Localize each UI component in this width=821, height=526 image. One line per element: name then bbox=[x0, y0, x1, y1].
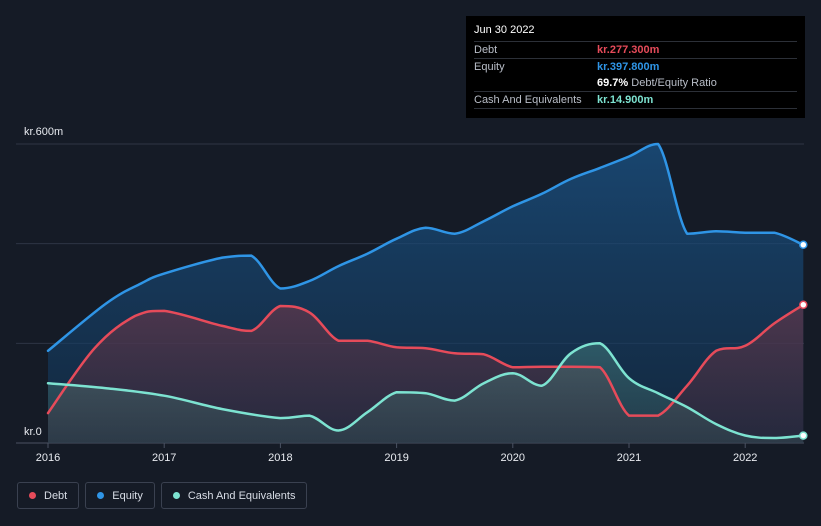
tooltip-ratio-value: 69.7% bbox=[597, 77, 629, 89]
tooltip-equity-value: kr.397.800m bbox=[597, 61, 660, 73]
tooltip-equity-label: Equity bbox=[474, 61, 505, 73]
legend-debt-label: Debt bbox=[44, 489, 68, 502]
legend-item-equity[interactable]: Equity bbox=[85, 482, 155, 509]
debt-dot-icon bbox=[29, 492, 36, 499]
equity-line bbox=[46, 142, 805, 353]
x-axis-ticks: 2016 2017 2018 2019 2020 2021 2022 bbox=[36, 443, 757, 464]
series-lines bbox=[46, 142, 805, 440]
tooltip-cash-label: Cash And Equivalents bbox=[474, 94, 582, 106]
tooltip-row-cash: Cash And Equivalents kr.14.900m bbox=[474, 91, 797, 109]
tooltip-row-ratio: 69.7% Debt/Equity Ratio bbox=[474, 75, 797, 91]
legend-equity-label: Equity bbox=[112, 489, 143, 502]
tooltip-row-equity: Equity kr.397.800m bbox=[474, 58, 797, 75]
tooltip-debt-label: Debt bbox=[474, 44, 498, 56]
tooltip-row-debt: Debt kr.277.300m bbox=[474, 41, 797, 58]
x-tick-label: 2016 bbox=[36, 452, 60, 464]
y-axis-label-max: kr.600m bbox=[24, 126, 63, 138]
cash-dot-icon bbox=[172, 492, 180, 499]
legend-item-cash[interactable]: Cash And Equivalents bbox=[160, 482, 308, 509]
debt-line bbox=[46, 303, 805, 417]
cash-line bbox=[46, 342, 805, 440]
cash-endpoint[interactable] bbox=[799, 431, 808, 440]
equity-dot-icon bbox=[97, 492, 105, 499]
x-tick-label: 2022 bbox=[733, 452, 757, 464]
x-tick-label: 2017 bbox=[152, 452, 176, 464]
series-areas bbox=[48, 144, 804, 443]
tooltip-ratio: 69.7% Debt/Equity Ratio bbox=[597, 75, 717, 91]
x-tick-label: 2020 bbox=[501, 452, 525, 464]
debt-endpoint[interactable] bbox=[799, 300, 808, 310]
tooltip-ratio-label: Debt/Equity Ratio bbox=[631, 77, 717, 89]
x-tick-label: 2021 bbox=[617, 452, 641, 464]
data-tooltip: Jun 30 2022 Debt kr.277.300m Equity kr.3… bbox=[466, 16, 805, 118]
tooltip-debt-value: kr.277.300m bbox=[597, 44, 660, 56]
y-axis-label-min: kr.0 bbox=[24, 426, 42, 438]
cash-area bbox=[48, 343, 804, 443]
legend-cash-label: Cash And Equivalents bbox=[187, 489, 296, 502]
x-tick-label: 2018 bbox=[268, 452, 292, 464]
legend-item-debt[interactable]: Debt bbox=[17, 482, 80, 509]
tooltip-cash-value: kr.14.900m bbox=[597, 94, 654, 106]
chart-legend: Debt Equity Cash And Equivalents bbox=[17, 482, 308, 509]
series-endpoints bbox=[799, 240, 808, 440]
equity-endpoint[interactable] bbox=[799, 240, 808, 250]
tooltip-date: Jun 30 2022 bbox=[474, 24, 535, 36]
x-tick-label: 2019 bbox=[384, 452, 408, 464]
